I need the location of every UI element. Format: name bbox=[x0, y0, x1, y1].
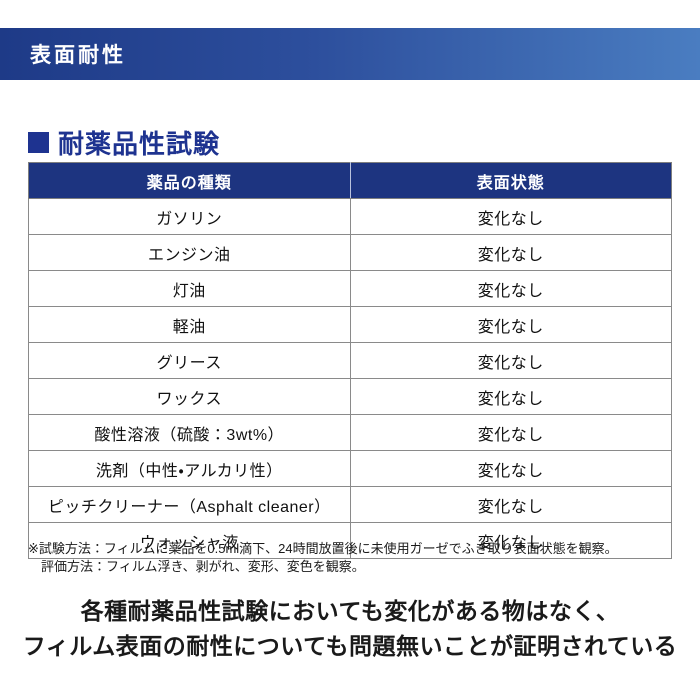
chemical-cell: グリース bbox=[28, 342, 351, 379]
footnote-line: 評価方法：フィルム浮き、剥がれ、変形、変色を観察。 bbox=[41, 559, 365, 574]
section-heading: 耐薬品性試験 bbox=[28, 124, 220, 161]
chemical-cell: ウォッシャ液 bbox=[28, 522, 351, 559]
column-header-chemical: 薬品の種類 bbox=[28, 162, 351, 199]
test-method-footnote: ※試験方法：フィルムに薬品を0.5ml滴下、24時間放置後に未使用ガーゼでふき取… bbox=[28, 540, 618, 576]
chemical-cell: 軽油 bbox=[28, 306, 351, 343]
state-cell: 変化なし bbox=[349, 198, 672, 235]
state-cell: 変化なし bbox=[349, 234, 672, 271]
state-cell: 変化なし bbox=[349, 450, 672, 487]
table-row: ガソリン 変化なし bbox=[28, 198, 672, 235]
section-title: 耐薬品性試験 bbox=[58, 129, 221, 159]
surface-durability-banner: 表面耐性 bbox=[0, 28, 700, 80]
chemical-cell: ピッチクリーナー（Asphalt cleaner） bbox=[28, 486, 351, 523]
table-row: ピッチクリーナー（Asphalt cleaner） 変化なし bbox=[28, 486, 672, 523]
state-cell: 変化なし bbox=[349, 378, 672, 415]
chemical-cell: 洗剤（中性・アルカリ性） bbox=[28, 450, 351, 487]
conclusion-text: 各種耐薬品性試験においても変化がある物はなく、 フィルム表面の耐性についても問題… bbox=[0, 594, 700, 664]
column-header-surface: 表面状態 bbox=[349, 162, 672, 199]
table-header-row: 薬品の種類 表面状態 bbox=[28, 162, 672, 199]
table-row: 灯油 変化なし bbox=[28, 270, 672, 307]
chemical-cell: 酸性溶液（硫酸：3wt%） bbox=[28, 414, 351, 451]
conclusion-line: 各種耐薬品性試験においても変化がある物はなく、 bbox=[80, 598, 620, 624]
state-cell: 変化なし bbox=[349, 414, 672, 451]
footnote-line: ※試験方法：フィルムに薬品を0.5ml滴下、24時間放置後に未使用ガーゼでふき取… bbox=[28, 541, 618, 556]
table-row: 洗剤（中性・アルカリ性） 変化なし bbox=[28, 450, 672, 487]
chemical-cell: ワックス bbox=[28, 378, 351, 415]
table-row: グリース 変化なし bbox=[28, 342, 672, 379]
state-cell: 変化なし bbox=[349, 270, 672, 307]
state-cell: 変化なし bbox=[349, 522, 672, 559]
chemical-cell: 灯油 bbox=[28, 270, 351, 307]
table-row: 軽油 変化なし bbox=[28, 306, 672, 343]
table-row: 酸性溶液（硫酸：3wt%） 変化なし bbox=[28, 414, 672, 451]
chemical-resistance-table: 薬品の種類 表面状態 ガソリン 変化なし エンジン油 変化なし 灯油 変化なし … bbox=[28, 162, 672, 559]
chemical-cell: エンジン油 bbox=[28, 234, 351, 271]
square-bullet-icon bbox=[28, 132, 49, 153]
chemical-cell: ガソリン bbox=[28, 198, 351, 235]
conclusion-line: フィルム表面の耐性についても問題無いことが証明されている bbox=[22, 633, 678, 659]
table-row: ワックス 変化なし bbox=[28, 378, 672, 415]
state-cell: 変化なし bbox=[349, 486, 672, 523]
banner-title: 表面耐性 bbox=[30, 44, 126, 67]
table-row: エンジン油 変化なし bbox=[28, 234, 672, 271]
table-row: ウォッシャ液 変化なし bbox=[28, 522, 672, 559]
state-cell: 変化なし bbox=[349, 306, 672, 343]
state-cell: 変化なし bbox=[349, 342, 672, 379]
